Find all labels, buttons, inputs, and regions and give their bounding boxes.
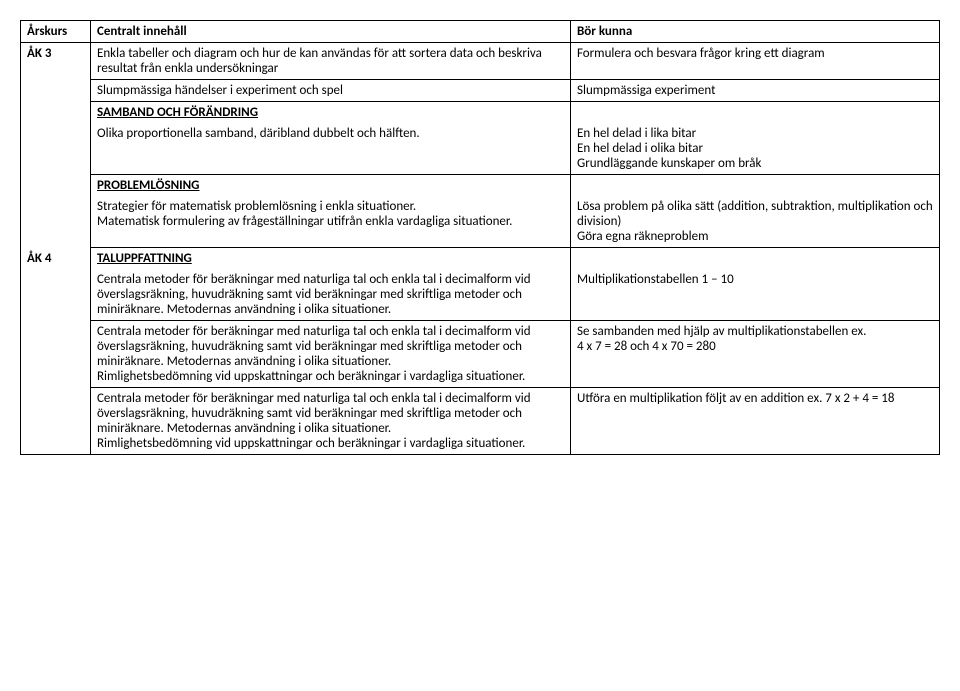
table-row: Slumpmässiga händelser i experiment och … <box>21 80 940 102</box>
section-cell: TALUPPFATTNING <box>91 248 571 270</box>
content-cell: Olika proportionella samband, däribland … <box>91 123 571 175</box>
section-heading: SAMBAND OCH FÖRÄNDRING <box>97 105 258 120</box>
curriculum-table: Årskurs Centralt innehåll Bör kunna ÅK 3… <box>20 20 940 455</box>
year-cell-empty <box>21 388 91 455</box>
content-cell: Slumpmässiga händelser i experiment och … <box>91 80 571 102</box>
content-cell: Centrala metoder för beräkningar med nat… <box>91 388 571 455</box>
header-know: Bör kunna <box>571 21 940 43</box>
know-cell: Formulera och besvara frågor kring ett d… <box>571 43 940 80</box>
know-cell: Utföra en multiplikation följt av en add… <box>571 388 940 455</box>
table-row: ÅK 4 TALUPPFATTNING <box>21 248 940 270</box>
year-cell-empty <box>21 175 91 197</box>
year-cell-empty <box>21 269 91 321</box>
year-cell-empty <box>21 102 91 124</box>
content-cell: Centrala metoder för beräkningar med nat… <box>91 321 571 388</box>
content-cell: Enkla tabeller och diagram och hur de ka… <box>91 43 571 80</box>
year-cell: ÅK 4 <box>21 248 91 270</box>
table-row: Strategier för matematisk problemlösning… <box>21 196 940 248</box>
year-cell-empty <box>21 321 91 388</box>
content-cell: Strategier för matematisk problemlösning… <box>91 196 571 248</box>
know-cell-empty <box>571 102 940 124</box>
table-row: PROBLEMLÖSNING <box>21 175 940 197</box>
year-cell-empty <box>21 80 91 102</box>
section-cell: PROBLEMLÖSNING <box>91 175 571 197</box>
know-cell: En hel delad i lika bitarEn hel delad i … <box>571 123 940 175</box>
content-cell: Centrala metoder för beräkningar med nat… <box>91 269 571 321</box>
know-cell: Multiplikationstabellen 1 – 10 <box>571 269 940 321</box>
know-cell: Lösa problem på olika sätt (addition, su… <box>571 196 940 248</box>
header-year: Årskurs <box>21 21 91 43</box>
table-row: Centrala metoder för beräkningar med nat… <box>21 388 940 455</box>
header-content: Centralt innehåll <box>91 21 571 43</box>
section-cell: SAMBAND OCH FÖRÄNDRING <box>91 102 571 124</box>
section-heading: PROBLEMLÖSNING <box>97 178 199 193</box>
know-cell: Se sambanden med hjälp av multiplikation… <box>571 321 940 388</box>
year-cell: ÅK 3 <box>21 43 91 80</box>
year-cell-empty <box>21 123 91 175</box>
year-cell-empty <box>21 196 91 248</box>
table-row: ÅK 3 Enkla tabeller och diagram och hur … <box>21 43 940 80</box>
header-row: Årskurs Centralt innehåll Bör kunna <box>21 21 940 43</box>
table-row: SAMBAND OCH FÖRÄNDRING <box>21 102 940 124</box>
table-row: Olika proportionella samband, däribland … <box>21 123 940 175</box>
know-cell-empty <box>571 248 940 270</box>
know-cell-empty <box>571 175 940 197</box>
table-row: Centrala metoder för beräkningar med nat… <box>21 269 940 321</box>
section-heading: TALUPPFATTNING <box>97 251 192 266</box>
know-cell: Slumpmässiga experiment <box>571 80 940 102</box>
table-row: Centrala metoder för beräkningar med nat… <box>21 321 940 388</box>
